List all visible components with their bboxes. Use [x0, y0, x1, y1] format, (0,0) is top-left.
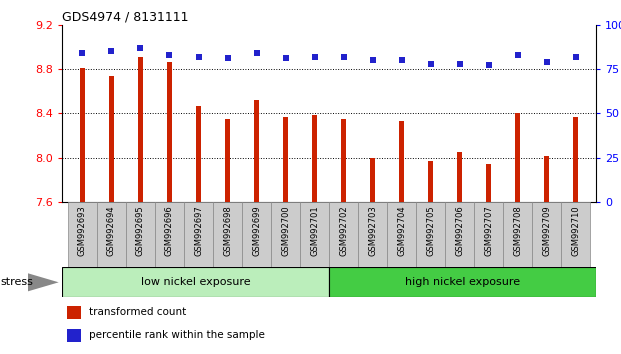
- Bar: [213, 202, 242, 267]
- Point: [106, 48, 116, 54]
- Text: GSM992708: GSM992708: [514, 205, 522, 256]
- Bar: [167, 62, 172, 202]
- Point: [513, 52, 523, 58]
- Bar: [387, 202, 416, 267]
- Text: stress: stress: [0, 277, 33, 287]
- Bar: [68, 306, 81, 319]
- Point: [571, 54, 581, 59]
- Point: [135, 45, 145, 51]
- Text: GSM992707: GSM992707: [484, 205, 493, 256]
- Text: percentile rank within the sample: percentile rank within the sample: [89, 330, 265, 341]
- Text: GSM992710: GSM992710: [571, 205, 581, 256]
- Point: [542, 59, 552, 65]
- Bar: [62, 267, 329, 297]
- Text: GSM992695: GSM992695: [136, 205, 145, 256]
- Bar: [80, 68, 85, 202]
- Polygon shape: [28, 273, 59, 291]
- Bar: [225, 119, 230, 202]
- Text: GSM992701: GSM992701: [310, 205, 319, 256]
- Bar: [283, 116, 288, 202]
- Bar: [196, 105, 201, 202]
- Point: [78, 50, 88, 56]
- Bar: [399, 121, 404, 202]
- Text: GSM992696: GSM992696: [165, 205, 174, 256]
- Point: [310, 54, 320, 59]
- Bar: [68, 329, 81, 342]
- Point: [165, 52, 175, 58]
- Bar: [544, 156, 550, 202]
- Bar: [155, 202, 184, 267]
- Text: GSM992709: GSM992709: [542, 205, 551, 256]
- Text: GSM992697: GSM992697: [194, 205, 203, 256]
- Bar: [126, 202, 155, 267]
- Bar: [68, 202, 97, 267]
- Bar: [329, 202, 358, 267]
- Text: GDS4974 / 8131111: GDS4974 / 8131111: [62, 11, 189, 24]
- Bar: [254, 100, 259, 202]
- Point: [252, 50, 261, 56]
- Text: GSM992704: GSM992704: [397, 205, 406, 256]
- Bar: [515, 113, 520, 202]
- Bar: [312, 115, 317, 202]
- Text: GSM992705: GSM992705: [426, 205, 435, 256]
- Bar: [428, 161, 433, 202]
- Bar: [486, 164, 491, 202]
- Bar: [561, 202, 591, 267]
- Point: [397, 57, 407, 63]
- Bar: [358, 202, 387, 267]
- Bar: [109, 76, 114, 202]
- Point: [194, 54, 204, 59]
- Bar: [242, 202, 271, 267]
- Bar: [370, 158, 375, 202]
- Point: [281, 56, 291, 61]
- Bar: [416, 202, 445, 267]
- Bar: [532, 202, 561, 267]
- Text: GSM992694: GSM992694: [107, 205, 116, 256]
- Bar: [271, 202, 300, 267]
- Point: [426, 61, 436, 67]
- Point: [368, 57, 378, 63]
- Bar: [503, 202, 532, 267]
- Bar: [341, 119, 347, 202]
- Bar: [457, 152, 463, 202]
- Bar: [573, 116, 578, 202]
- Point: [455, 61, 465, 67]
- Text: GSM992703: GSM992703: [368, 205, 377, 256]
- Text: transformed count: transformed count: [89, 307, 186, 318]
- Text: high nickel exposure: high nickel exposure: [405, 277, 520, 287]
- Bar: [329, 267, 596, 297]
- Text: GSM992700: GSM992700: [281, 205, 290, 256]
- Text: GSM992699: GSM992699: [252, 205, 261, 256]
- Point: [338, 54, 348, 59]
- Point: [222, 56, 232, 61]
- Text: GSM992693: GSM992693: [78, 205, 87, 256]
- Bar: [300, 202, 329, 267]
- Bar: [138, 57, 143, 202]
- Text: GSM992706: GSM992706: [455, 205, 465, 256]
- Bar: [184, 202, 213, 267]
- Bar: [445, 202, 474, 267]
- Text: low nickel exposure: low nickel exposure: [141, 277, 250, 287]
- Bar: [97, 202, 126, 267]
- Text: GSM992698: GSM992698: [223, 205, 232, 256]
- Text: GSM992702: GSM992702: [339, 205, 348, 256]
- Bar: [474, 202, 503, 267]
- Point: [484, 63, 494, 68]
